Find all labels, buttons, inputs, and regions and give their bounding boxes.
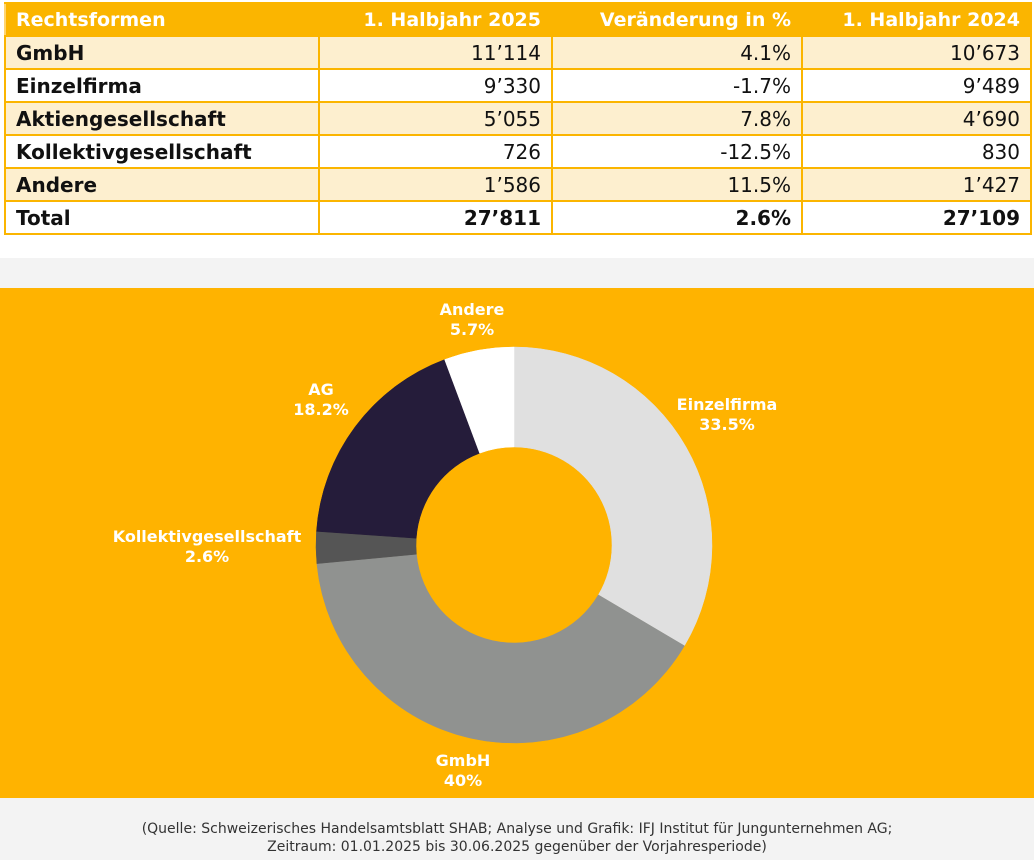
slice-value-andere: 5.7% [450,320,494,339]
table-row: GmbH 11’114 4.1% 10’673 [4,35,1032,70]
header-h2025: 1. Halbjahr 2025 [318,2,553,37]
row-h2025: 9’330 [318,68,553,103]
donut-slice-gmbh [316,553,685,744]
row-h2024: 9’489 [801,68,1032,103]
slice-label-andere: Andere [440,300,505,319]
source-line-1: (Quelle: Schweizerisches Handelsamtsblat… [141,821,893,837]
header-rechtsformen: Rechtsformen [4,2,320,37]
slice-label-gmbh: GmbH [436,751,491,770]
slice-value-kollektivgesellschaft: 2.6% [185,547,229,566]
row-change: -12.5% [551,134,803,169]
row-h2025: 1’586 [318,167,553,202]
rechtsformen-table: Rechtsformen 1. Halbjahr 2025 Veränderun… [4,2,1032,235]
source-line-2: Zeitraum: 01.01.2025 bis 30.06.2025 gege… [267,839,767,855]
row-name: Kollektivgesellschaft [4,134,320,169]
row-name: Einzelfirma [4,68,320,103]
row-name: Andere [4,167,320,202]
total-name: Total [4,200,320,235]
donut-slice-ag [316,359,480,539]
row-change: 4.1% [551,35,803,70]
row-h2025: 5’055 [318,101,553,136]
total-change: 2.6% [551,200,803,235]
table-row: Kollektivgesellschaft 726 -12.5% 830 [4,134,1032,169]
slice-label-kollektivgesellschaft: Kollektivgesellschaft [113,527,302,546]
row-h2024: 4’690 [801,101,1032,136]
slice-label-einzelfirma: Einzelfirma [677,395,778,414]
table-section: Rechtsformen 1. Halbjahr 2025 Veränderun… [0,0,1034,258]
row-h2024: 1’427 [801,167,1032,202]
donut-chart-panel: Einzelfirma 33.5% GmbH 40% Kollektivgesellsc… [0,288,1034,798]
row-h2024: 10’673 [801,35,1032,70]
header-h2024: 1. Halbjahr 2024 [801,2,1032,37]
table-row: Andere 1’586 11.5% 1’427 [4,167,1032,202]
row-h2025: 11’114 [318,35,553,70]
donut-slice-andere [444,346,515,454]
header-change: Veränderung in % [551,2,803,37]
donut-slice-einzelfirma [513,346,713,647]
row-h2024: 830 [801,134,1032,169]
slice-label-ag: AG [308,380,334,399]
table-row: Aktiengesellschaft 5’055 7.8% 4’690 [4,101,1032,136]
table-total-row: Total 27’811 2.6% 27’109 [4,200,1032,235]
source-note: (Quelle: Schweizerisches Handelsamtsblat… [0,820,1034,856]
slice-value-einzelfirma: 33.5% [699,415,755,434]
total-h2025: 27’811 [318,200,553,235]
slice-value-gmbh: 40% [444,771,482,790]
row-change: 7.8% [551,101,803,136]
row-name: Aktiengesellschaft [4,101,320,136]
total-h2024: 27’109 [801,200,1032,235]
table-row: Einzelfirma 9’330 -1.7% 9’489 [4,68,1032,103]
row-change: -1.7% [551,68,803,103]
row-name: GmbH [4,35,320,70]
table-header-row: Rechtsformen 1. Halbjahr 2025 Veränderun… [4,2,1032,37]
row-h2025: 726 [318,134,553,169]
row-change: 11.5% [551,167,803,202]
slice-value-ag: 18.2% [293,400,349,419]
